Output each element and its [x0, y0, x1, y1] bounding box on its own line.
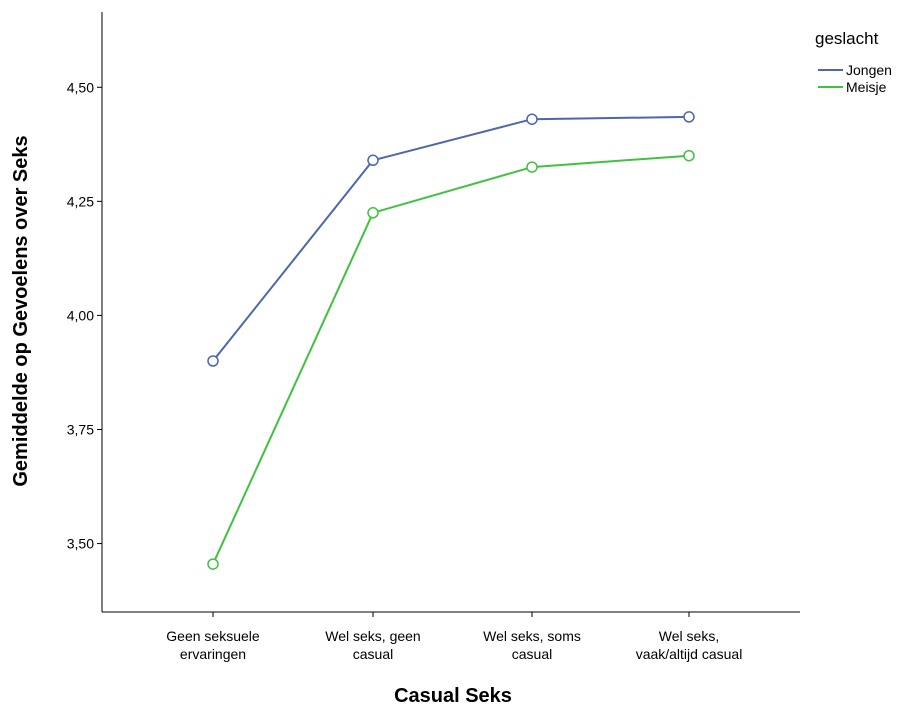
data-point-jongen [367, 154, 379, 167]
data-point-jongen [683, 111, 695, 123]
x-tick-label: Geen seksuele ervaringen [166, 628, 260, 662]
axes [97, 12, 800, 617]
x-tick-label: Wel seks, geen casual [325, 628, 420, 662]
x-axis-title: Casual Seks [394, 685, 512, 707]
data-point-meisje [526, 161, 538, 173]
y-tick-label: 4,00 [67, 307, 94, 323]
y-tick-label: 3,50 [67, 536, 94, 552]
y-tick-label: 4,25 [67, 193, 94, 209]
x-tick-label: Wel seks, soms casual [483, 628, 581, 662]
y-tick-label: 4,50 [67, 79, 94, 95]
series-line-meisje [212, 154, 690, 565]
tick-labels: 3,50 3,75 4,00 4,25 4,50 Geen seksuele ervarin… [67, 79, 743, 662]
data-point-meisje [683, 149, 695, 162]
legend-title: geslacht [815, 29, 879, 48]
data-point-jongen [207, 355, 219, 367]
y-axis-title: Gemiddelde op Gevoelens over Seks [10, 135, 32, 486]
y-tick-label: 3,75 [67, 421, 94, 437]
legend-label-meisje: Meisje [846, 79, 887, 95]
data-point-jongen [526, 113, 538, 125]
data-point-meisje [207, 558, 219, 570]
series-layer [207, 111, 695, 570]
data-point-meisje [367, 207, 379, 219]
x-tick-label: Wel seks, vaak/altijd casual [636, 628, 743, 662]
series-line-jongen [212, 115, 690, 362]
legend-label-jongen: Jongen [846, 62, 892, 78]
